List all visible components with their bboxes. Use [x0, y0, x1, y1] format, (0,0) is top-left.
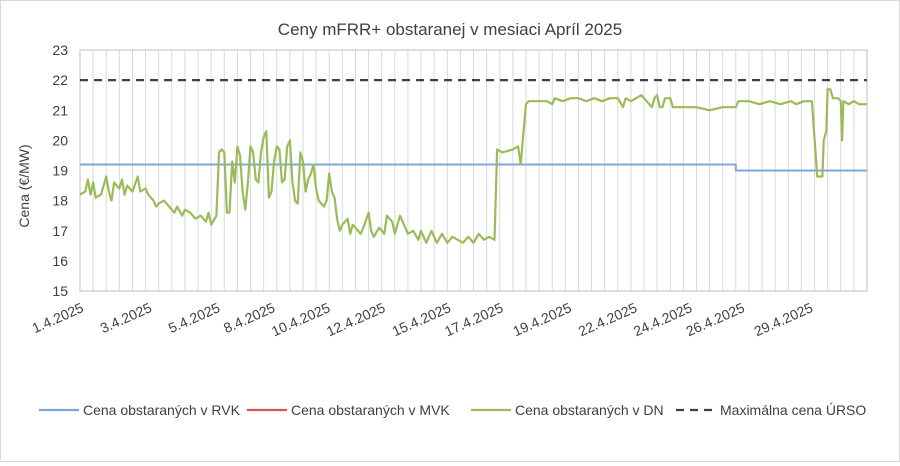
x-tick-label: 5.4.2025: [166, 299, 222, 336]
x-tick-label: 12.4.2025: [324, 299, 388, 339]
y-tick-label: 23: [52, 42, 68, 58]
x-tick-label: 1.4.2025: [29, 299, 85, 336]
x-tick-label: 8.4.2025: [221, 299, 277, 336]
y-tick-label: 17: [52, 223, 68, 239]
y-tick-label: 18: [52, 193, 68, 209]
legend-label: Cena obstaraných v RVK: [83, 402, 241, 418]
x-tick-label: 29.4.2025: [752, 299, 816, 339]
legend-label: Maximálna cena ÚRSO: [720, 402, 866, 418]
y-tick-label: 19: [52, 163, 68, 179]
x-tick-label: 10.4.2025: [269, 299, 333, 339]
legend-label: Cena obstaraných v DN: [515, 402, 664, 418]
x-tick-label: 26.4.2025: [683, 299, 747, 339]
y-tick-label: 20: [52, 132, 68, 148]
chart-legend: Cena obstaraných v RVK Cena obstaraných v…: [39, 402, 866, 418]
x-tick-label: 17.4.2025: [442, 299, 506, 339]
y-tick-label: 16: [52, 253, 68, 269]
x-tick-label: 24.4.2025: [631, 299, 695, 339]
series-layer: [79, 79, 867, 244]
y-tick-label: 21: [52, 102, 68, 118]
y-tick-label: 15: [52, 283, 68, 299]
x-tick-label: 15.4.2025: [390, 299, 454, 339]
legend-label: Cena obstaraných v MVK: [291, 402, 450, 418]
grid-layer: [79, 49, 868, 292]
y-axis-label: Cena (€/MW): [16, 144, 32, 227]
x-tick-label: 19.4.2025: [510, 299, 574, 339]
series-line-cena-obstarany-ch-v-dn: [79, 88, 867, 244]
chart-title: Ceny mFRR+ obstaranej v mesiaci Apríl 20…: [278, 20, 622, 39]
series-line-cena-obstarany-ch-v-rvk: [80, 163, 867, 172]
y-tick-label: 22: [52, 72, 68, 88]
x-tick-label: 22.4.2025: [576, 299, 640, 339]
x-tick-label: 3.4.2025: [98, 299, 154, 336]
